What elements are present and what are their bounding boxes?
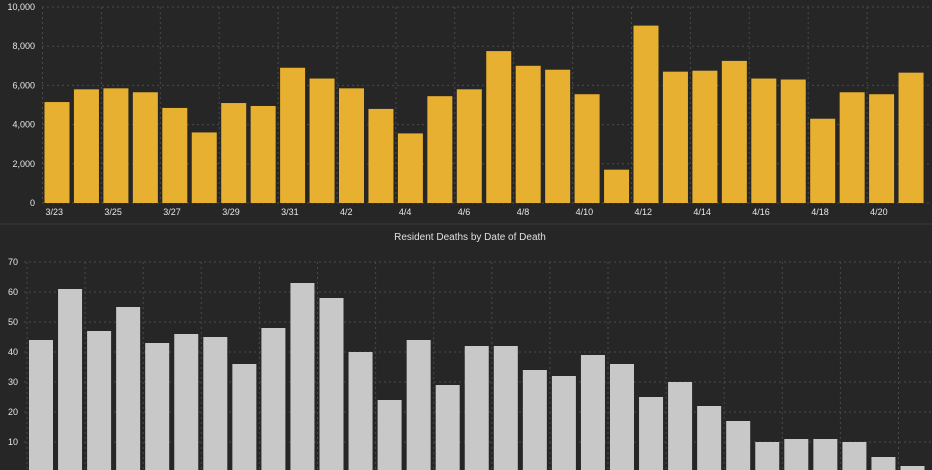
- x-tick-label: 4/12: [635, 207, 653, 217]
- bar: [697, 406, 722, 470]
- bar: [456, 89, 482, 203]
- bar: [813, 439, 838, 470]
- bar: [73, 89, 99, 203]
- y-tick-label: 4,000: [12, 120, 35, 130]
- bar: [145, 343, 170, 470]
- y-tick-label: 10,000: [7, 2, 35, 12]
- x-tick-label: 4/14: [693, 207, 711, 217]
- bar: [751, 78, 777, 203]
- x-tick-label: 4/6: [458, 207, 471, 217]
- bar: [191, 132, 217, 203]
- bar: [221, 103, 247, 203]
- x-tick-label: 3/25: [104, 207, 122, 217]
- bar: [898, 72, 924, 203]
- y-tick-label: 0: [30, 198, 35, 208]
- x-tick-label: 4/16: [752, 207, 770, 217]
- bar: [784, 439, 809, 470]
- y-tick-label: 40: [8, 347, 18, 357]
- bar: [780, 79, 806, 203]
- bar: [842, 442, 867, 470]
- y-tick-label: 8,000: [12, 41, 35, 51]
- cases-chart: 0 2,000 4,000 6,000 8,000 10,000 3/23 3/25 3/27 3…: [7, 2, 932, 217]
- x-tick-label: 4/8: [517, 207, 530, 217]
- bar: [435, 385, 460, 470]
- x-tick-label: 4/2: [340, 207, 353, 217]
- bar: [29, 340, 53, 470]
- bar: [280, 67, 306, 203]
- bar: [203, 337, 228, 470]
- bar: [464, 346, 489, 470]
- bar: [174, 334, 199, 470]
- bar: [319, 298, 344, 470]
- x-tick-label: 3/29: [222, 207, 240, 217]
- bar: [871, 457, 896, 470]
- bar: [397, 133, 423, 203]
- bar: [900, 466, 925, 470]
- bar: [486, 51, 512, 203]
- bar: [44, 102, 70, 203]
- bar: [406, 340, 431, 470]
- chart-title: Resident Deaths by Date of Death: [394, 232, 546, 243]
- x-tick-label: 4/4: [399, 207, 412, 217]
- bar: [261, 328, 286, 470]
- x-tick-label: 4/20: [870, 207, 888, 217]
- bar: [116, 307, 141, 470]
- x-tick-label: 4/18: [811, 207, 829, 217]
- bar: [377, 400, 402, 470]
- y-tick-label: 6,000: [12, 80, 35, 90]
- bar: [726, 421, 751, 470]
- bar: [58, 289, 83, 470]
- y-tick-label: 2,000: [12, 159, 35, 169]
- bar: [309, 78, 335, 203]
- bar: [551, 376, 576, 470]
- y-tick-label: 20: [8, 407, 18, 417]
- y-tick-label: 30: [8, 377, 18, 387]
- y-tick-label: 50: [8, 317, 18, 327]
- bar: [250, 105, 276, 203]
- x-tick-label: 3/23: [46, 207, 64, 217]
- bar: [103, 88, 129, 203]
- bar: [339, 88, 364, 203]
- bar: [493, 346, 518, 470]
- resident-deaths-chart: Resident Deaths by Date of Death 10 20 30 4…: [8, 232, 932, 470]
- bar: [162, 107, 188, 203]
- x-tick-label: 4/10: [576, 207, 594, 217]
- bar: [290, 283, 315, 470]
- bar: [633, 25, 659, 204]
- bar: [132, 92, 158, 203]
- bar: [639, 397, 664, 470]
- x-tick-label: 3/27: [163, 207, 181, 217]
- y-tick-label: 60: [8, 287, 18, 297]
- bar: [721, 60, 747, 204]
- bar: [604, 169, 630, 203]
- bar: [232, 364, 257, 470]
- bar: [610, 364, 634, 470]
- bar: [427, 96, 453, 203]
- bar: [580, 355, 605, 470]
- bar: [574, 94, 600, 203]
- bar: [545, 69, 571, 203]
- bar: [515, 65, 541, 203]
- bar: [755, 442, 780, 470]
- bar: [522, 370, 547, 470]
- y-tick-label: 70: [8, 257, 18, 267]
- bar: [87, 331, 112, 470]
- bar: [368, 108, 394, 203]
- bar: [348, 352, 373, 470]
- bar: [668, 382, 693, 470]
- bar: [662, 71, 688, 204]
- x-tick-label: 3/31: [281, 207, 299, 217]
- y-tick-label: 10: [8, 437, 18, 447]
- bar: [839, 92, 865, 203]
- bar: [692, 70, 718, 203]
- bar: [869, 94, 895, 203]
- bar: [810, 118, 836, 203]
